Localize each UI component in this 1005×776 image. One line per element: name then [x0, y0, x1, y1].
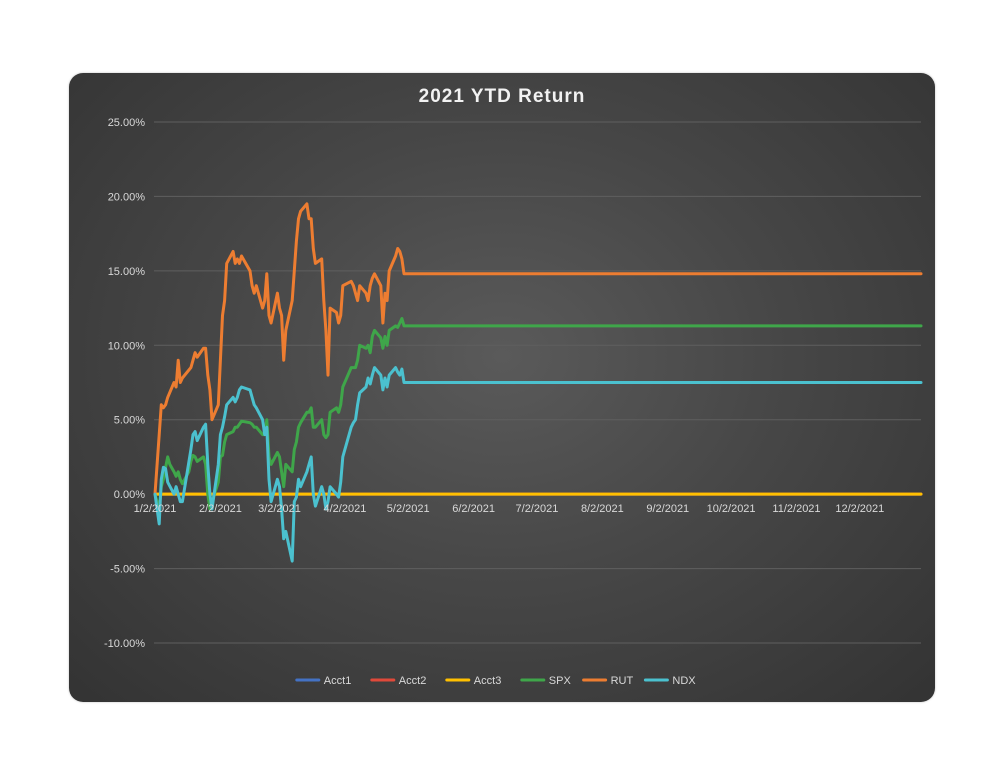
legend-item-acct2: Acct2: [370, 675, 427, 687]
y-tick-label: -10.00%: [104, 638, 145, 650]
x-tick-label: 11/2/2021: [772, 503, 820, 515]
x-tick-label: 7/2/2021: [516, 503, 559, 515]
chart-title: 2021 YTD Return: [419, 86, 586, 107]
legend: Acct1 Acct2 Acct3 SPX RUT NDX: [295, 675, 696, 687]
series-line-rut: [153, 202, 923, 496]
x-tick-label: 10/2/2021: [707, 503, 756, 515]
series-lines: [153, 202, 923, 563]
y-axis-tick-labels: 25.00% 20.00% 15.00% 10.00% 5.00% 0.00% -5.00%…: [104, 117, 145, 650]
chart-panel: 2021 YTD Return 25.00% 20.00% 15.00% 10.00%…: [69, 73, 935, 702]
x-tick-label: 8/2/2021: [581, 503, 624, 515]
y-tick-label: 25.00%: [108, 117, 146, 129]
y-tick-label: 5.00%: [114, 415, 145, 427]
x-axis-tick-labels: 1/2/2021 2/2/2021 3/2/2021 4/2/2021 5/2/2021…: [134, 503, 885, 515]
x-tick-label: 3/2/2021: [258, 503, 301, 515]
y-tick-label: 10.00%: [108, 340, 146, 352]
x-tick-label: 2/2/2021: [199, 503, 242, 515]
legend-label: NDX: [672, 675, 696, 687]
x-tick-label: 1/2/2021: [134, 503, 177, 515]
line-chart: 2021 YTD Return 25.00% 20.00% 15.00% 10.00%…: [104, 86, 923, 687]
series-line-ndx: [153, 366, 923, 563]
y-tick-label: 20.00%: [108, 191, 146, 203]
legend-item-ndx: NDX: [643, 675, 696, 687]
legend-label: SPX: [549, 675, 572, 687]
legend-item-rut: RUT: [582, 675, 634, 687]
y-tick-label: 15.00%: [108, 266, 146, 278]
x-tick-label: 5/2/2021: [387, 503, 430, 515]
y-tick-label: -5.00%: [110, 564, 145, 576]
legend-label: Acct3: [474, 675, 502, 687]
legend-label: RUT: [611, 675, 634, 687]
series-line-spx: [153, 317, 923, 511]
x-tick-label: 4/2/2021: [324, 503, 367, 515]
legend-item-acct3: Acct3: [445, 675, 502, 687]
legend-item-acct1: Acct1: [295, 675, 352, 687]
legend-item-spx: SPX: [520, 675, 572, 687]
y-tick-label: 0.00%: [114, 489, 145, 501]
x-tick-label: 6/2/2021: [452, 503, 495, 515]
legend-label: Acct2: [399, 675, 427, 687]
x-tick-label: 9/2/2021: [646, 503, 689, 515]
legend-label: Acct1: [324, 675, 352, 687]
x-tick-label: 12/2/2021: [835, 503, 884, 515]
